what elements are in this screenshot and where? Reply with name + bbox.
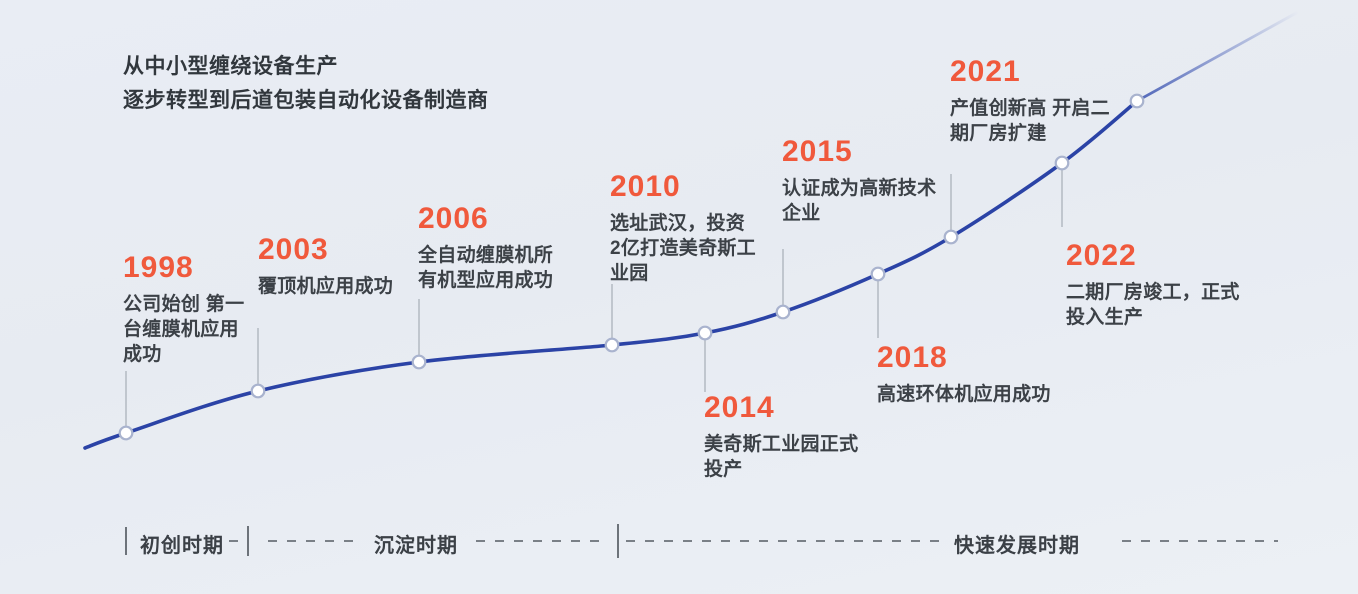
page-title-line2: 逐步转型到后道包装自动化设备制造商 [123, 89, 489, 112]
phase-dashes-2 [268, 540, 360, 542]
growth-curve-line [83, 99, 1139, 450]
timeline-marker-2003 [250, 383, 266, 399]
timeline-marker-end [1129, 93, 1145, 109]
milestone-2014: 2014 美奇斯工业园正式 投产 [704, 392, 858, 482]
phase-label-沉淀时期: 沉淀时期 [374, 535, 458, 557]
milestone-2015: 2015 认证成为高新技术 企业 [782, 136, 936, 226]
milestone-2006: 2006 全自动缠膜机所 有机型应用成功 [418, 203, 553, 293]
timeline-marker-2018 [870, 266, 886, 282]
milestone-2003: 2003 覆顶机应用成功 [258, 234, 393, 299]
page-title: 从中小型缠绕设备生产 逐步转型到后道包装自动化设备制造商 [123, 50, 489, 118]
year-label-2014: 2014 [704, 391, 775, 424]
milestone-2022: 2022 二期厂房竣工，正式 投入生产 [1066, 240, 1240, 330]
milestone-description-2018: 高速环体机应用成功 [877, 384, 1051, 405]
milestone-description-2015: 认证成为高新技术 企业 [782, 178, 937, 224]
year-label-1998: 1998 [123, 251, 194, 284]
milestone-description-2022: 二期厂房竣工，正式 投入生产 [1066, 282, 1240, 328]
phase-dashes-1 [229, 540, 243, 542]
timeline-marker-2010 [604, 337, 620, 353]
timeline-marker-2006 [411, 354, 427, 370]
milestone-description-2010: 选址武汉，投资 2亿打造美奇斯工 业园 [610, 213, 756, 284]
phase-dashes-5 [1122, 540, 1278, 542]
phase-tick-2 [247, 526, 249, 556]
milestone-description-2021: 产值创新高 开启二 期厂房扩建 [950, 98, 1110, 144]
year-label-2015: 2015 [782, 135, 853, 168]
year-label-2022: 2022 [1066, 239, 1137, 272]
phase-tick-3 [617, 524, 619, 558]
year-label-2018: 2018 [877, 341, 948, 374]
growth-curve-fade-tail [1135, 10, 1300, 103]
year-label-2003: 2003 [258, 233, 329, 266]
milestone-2010: 2010 选址武汉，投资 2亿打造美奇斯工 业园 [610, 171, 756, 286]
year-label-2021: 2021 [950, 55, 1021, 88]
milestone-connectors [125, 170, 1063, 427]
year-label-2006: 2006 [418, 202, 489, 235]
timeline-marker-2014 [697, 325, 713, 341]
timeline-markers [118, 93, 1145, 441]
phase-dashes-4 [626, 540, 940, 542]
milestone-2021: 2021 产值创新高 开启二 期厂房扩建 [950, 56, 1110, 146]
milestone-description-2014: 美奇斯工业园正式 投产 [704, 434, 859, 480]
phase-dashes-3 [476, 540, 608, 542]
milestone-2018: 2018 高速环体机应用成功 [877, 342, 1051, 407]
timeline-marker-1998 [118, 425, 134, 441]
phase-tick-1 [125, 527, 127, 555]
phase-label-快速发展时期: 快速发展时期 [954, 535, 1080, 557]
year-label-2010: 2010 [610, 170, 681, 203]
milestone-description-2003: 覆顶机应用成功 [258, 276, 394, 297]
milestone-description-1998: 公司始创 第一 台缠膜机应用 成功 [123, 294, 245, 365]
timeline-marker-2022 [1054, 155, 1070, 171]
milestone-1998: 1998 公司始创 第一 台缠膜机应用 成功 [123, 252, 244, 367]
milestone-description-2006: 全自动缠膜机所 有机型应用成功 [418, 245, 554, 291]
phase-label-初创时期: 初创时期 [140, 535, 224, 557]
page-title-line1: 从中小型缠绕设备生产 [123, 55, 338, 78]
timeline-marker-2021 [943, 229, 959, 245]
timeline-marker-2015 [775, 304, 791, 320]
